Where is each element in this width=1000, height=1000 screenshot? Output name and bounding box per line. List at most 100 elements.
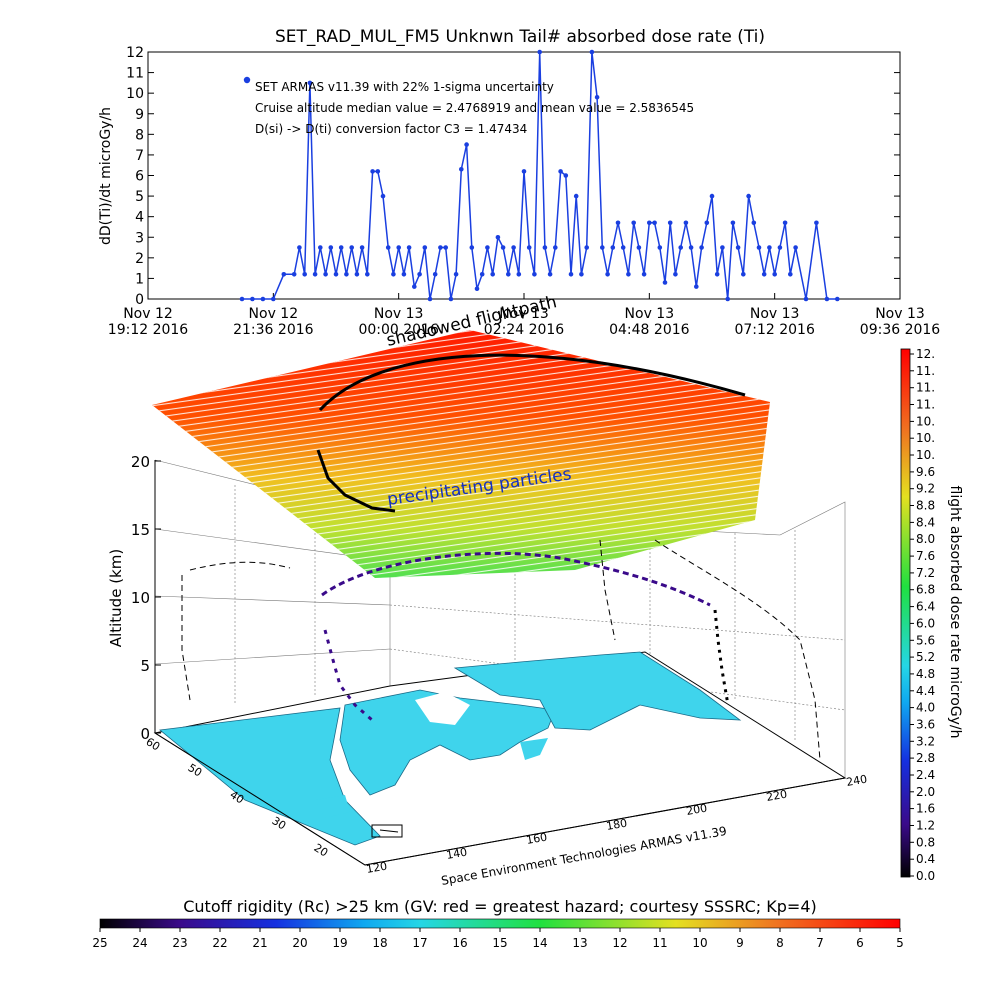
cutoff-rigidity-bar: Cutoff rigidity (Rc) >25 km (GV: red = g… xyxy=(92,897,903,950)
data-point xyxy=(291,272,297,277)
data-point xyxy=(720,245,725,250)
x-tick-day: Nov 12 xyxy=(249,306,299,322)
data-point xyxy=(500,245,506,250)
y-tick-label: 4 xyxy=(135,210,144,226)
annotation-conversion-factor: D(si) -> D(ti) conversion factor C3 = 1.… xyxy=(255,122,527,136)
data-point xyxy=(636,245,642,250)
colorbar-tick-label: 10. xyxy=(916,448,935,462)
data-point xyxy=(297,245,302,250)
dose-rate-series xyxy=(239,49,840,302)
data-point xyxy=(704,220,710,226)
data-point xyxy=(302,272,308,277)
rigidity-tick-label: 10 xyxy=(692,936,707,950)
data-point xyxy=(432,272,438,277)
data-point xyxy=(579,272,584,277)
x-tick-day: Nov 13 xyxy=(499,306,549,322)
x-tick-time: 09:36 2016 xyxy=(860,322,941,338)
colorbar-tick-label: 10. xyxy=(916,414,935,428)
x-tick-time: 19:12 2016 xyxy=(108,322,189,338)
colorbar-tick-label: 0.8 xyxy=(916,835,935,849)
colorbar-tick-label: 1.2 xyxy=(916,819,935,833)
rigidity-tick-label: 16 xyxy=(452,936,467,950)
colorbar-tick-label: 1.6 xyxy=(916,802,935,816)
data-point xyxy=(553,245,558,250)
data-point xyxy=(542,245,548,250)
rigidity-tick-label: 19 xyxy=(332,936,347,950)
rigidity-tick-label: 5 xyxy=(896,936,904,950)
data-point xyxy=(835,296,840,302)
latitude-tick-label: 50 xyxy=(186,761,205,779)
flight-path xyxy=(181,353,821,761)
data-point xyxy=(532,272,537,277)
rigidity-tick-label: 24 xyxy=(132,936,147,950)
y-tick-label: 1 xyxy=(135,271,144,287)
data-point xyxy=(673,272,678,277)
data-point xyxy=(516,272,522,277)
timeseries-y-label: dD(Ti)/dt microGy/h xyxy=(98,107,114,245)
data-point xyxy=(344,272,349,277)
data-point xyxy=(772,272,777,277)
colorbar-tick-label: 5.6 xyxy=(916,633,935,647)
rigidity-tick-label: 23 xyxy=(172,936,187,950)
data-point xyxy=(412,284,417,289)
altitude-tick-label: 20 xyxy=(131,453,150,471)
y-tick-label: 0 xyxy=(135,292,144,308)
latitude-tick-label: 30 xyxy=(270,814,289,832)
x-tick-time: 21:36 2016 xyxy=(233,322,314,338)
longitude-axis xyxy=(364,777,846,866)
colorbar-tick-label: 4.0 xyxy=(916,701,935,715)
series-line xyxy=(242,51,838,300)
data-point xyxy=(469,245,475,250)
data-point xyxy=(391,272,396,277)
y-tick-label: 6 xyxy=(135,169,144,185)
data-point xyxy=(323,272,328,277)
colorbar-tick-label: 7.2 xyxy=(916,566,935,580)
rigidity-tick-label: 13 xyxy=(572,936,587,950)
data-point xyxy=(558,169,563,174)
colorbar-tick-label: 4.8 xyxy=(916,667,935,681)
data-point xyxy=(735,245,741,250)
altitude-tick-label: 15 xyxy=(131,521,150,539)
data-point xyxy=(485,245,490,250)
rigidity-tick-label: 20 xyxy=(292,936,307,950)
rigidity-tick-label: 22 xyxy=(212,936,227,950)
colorbar-tick-label: 10. xyxy=(916,431,935,445)
rigidity-tick-label: 7 xyxy=(816,936,824,950)
data-point xyxy=(814,220,819,226)
data-point xyxy=(688,245,694,250)
data-point xyxy=(610,245,616,250)
data-point xyxy=(490,272,496,277)
annotation-armas-version: SET ARMAS v11.39 with 22% 1-sigma uncert… xyxy=(255,80,554,94)
rigidity-tick-label: 6 xyxy=(856,936,864,950)
data-point xyxy=(824,296,830,302)
latitude-ticks: 60 50 40 30 20 xyxy=(144,735,331,859)
data-point xyxy=(495,235,501,240)
x-tick-day: Nov 13 xyxy=(374,306,424,322)
data-point xyxy=(354,272,360,277)
x-tick-time: 00:00 2016 xyxy=(358,322,439,338)
rigidity-tick-label: 15 xyxy=(492,936,507,950)
data-point xyxy=(777,245,783,250)
cutoff-rigidity-title: Cutoff rigidity (Rc) >25 km (GV: red = g… xyxy=(183,897,817,916)
data-point xyxy=(239,296,245,302)
y-tick-label: 10 xyxy=(126,86,144,102)
colorbar-tick-label: 6.8 xyxy=(916,583,935,597)
colorbar-tick-label: 6.0 xyxy=(916,616,935,630)
data-point xyxy=(782,220,788,226)
data-point xyxy=(767,245,772,250)
data-point xyxy=(333,272,339,277)
data-point xyxy=(385,245,391,250)
data-point xyxy=(281,272,287,277)
rigidity-tick-label: 17 xyxy=(412,936,427,950)
data-point xyxy=(761,272,767,277)
colorbar-tick-label: 5.2 xyxy=(916,650,935,664)
data-point xyxy=(594,95,600,100)
data-point xyxy=(312,272,318,277)
colorbar-tick-label: 2.0 xyxy=(916,785,935,799)
data-point xyxy=(417,272,422,277)
data-point xyxy=(338,245,344,250)
data-point xyxy=(365,272,370,277)
